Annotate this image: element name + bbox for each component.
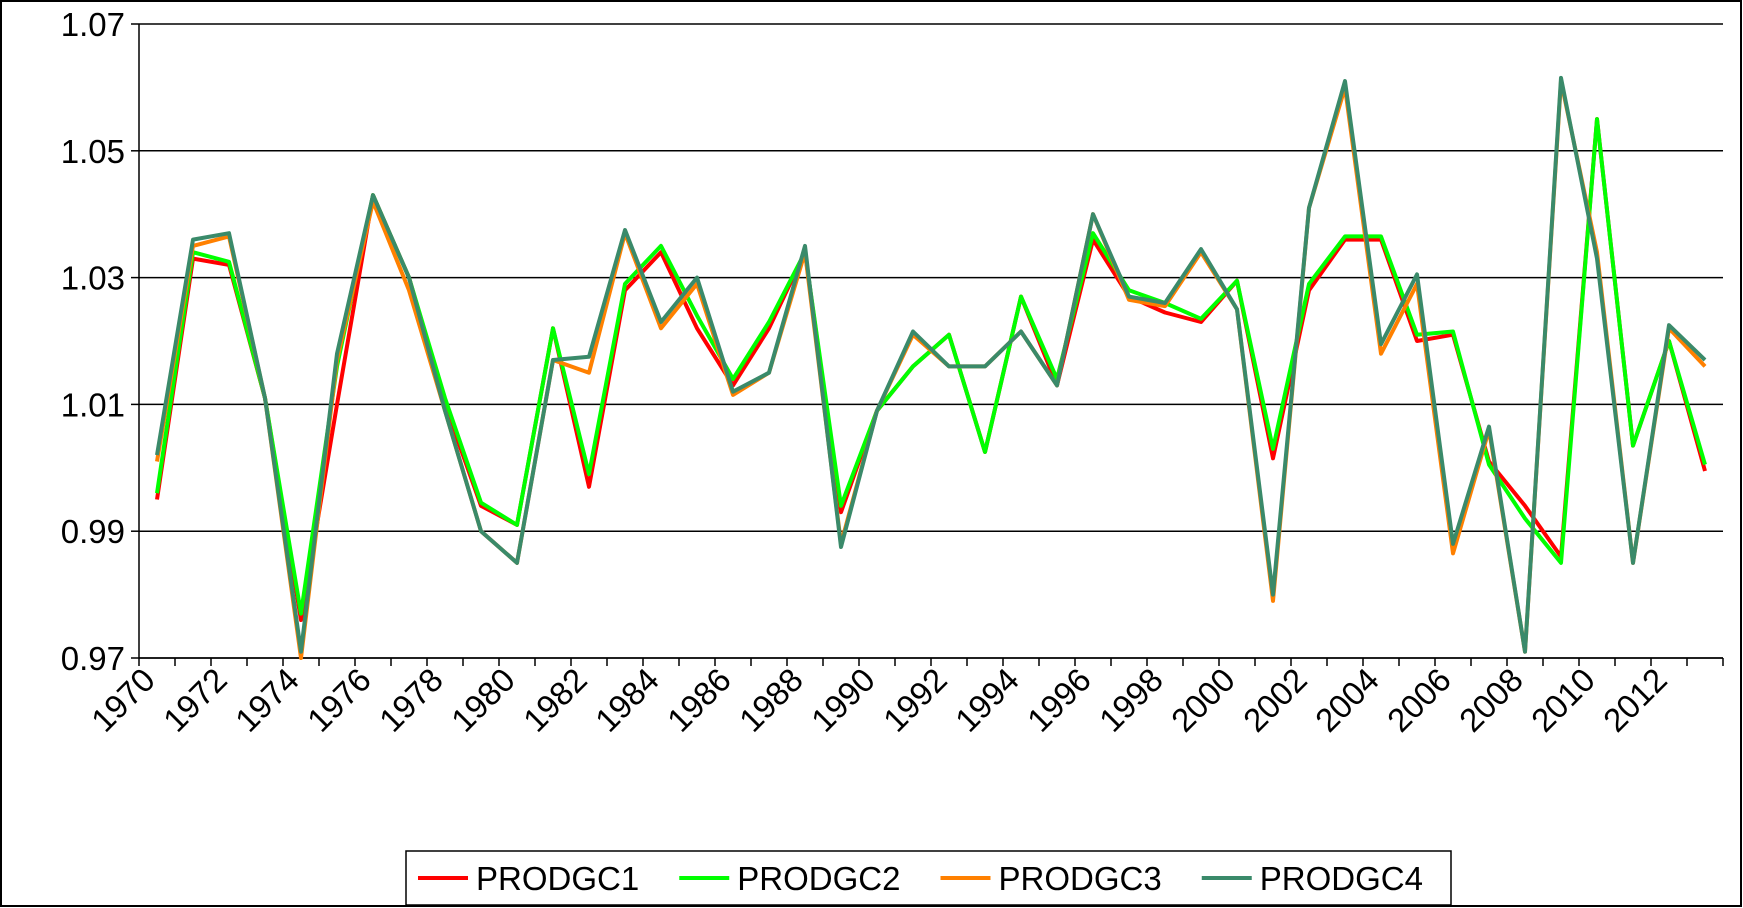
series-line [155, 75, 1707, 654]
y-tick-label: 1.01 [61, 386, 125, 423]
legend-label: PRODGC1 [476, 860, 639, 897]
y-tick-label: 1.07 [61, 6, 125, 43]
y-tick-label: 1.05 [61, 133, 125, 170]
y-tick-label: 0.99 [61, 513, 125, 550]
legend-label: PRODGC2 [737, 860, 900, 897]
legend-label: PRODGC4 [1260, 860, 1423, 897]
legend-box [405, 850, 1452, 906]
y-tick-label: 1.03 [61, 260, 125, 297]
y-tick-label: 0.97 [61, 640, 125, 677]
legend-label: PRODGC3 [999, 860, 1162, 897]
